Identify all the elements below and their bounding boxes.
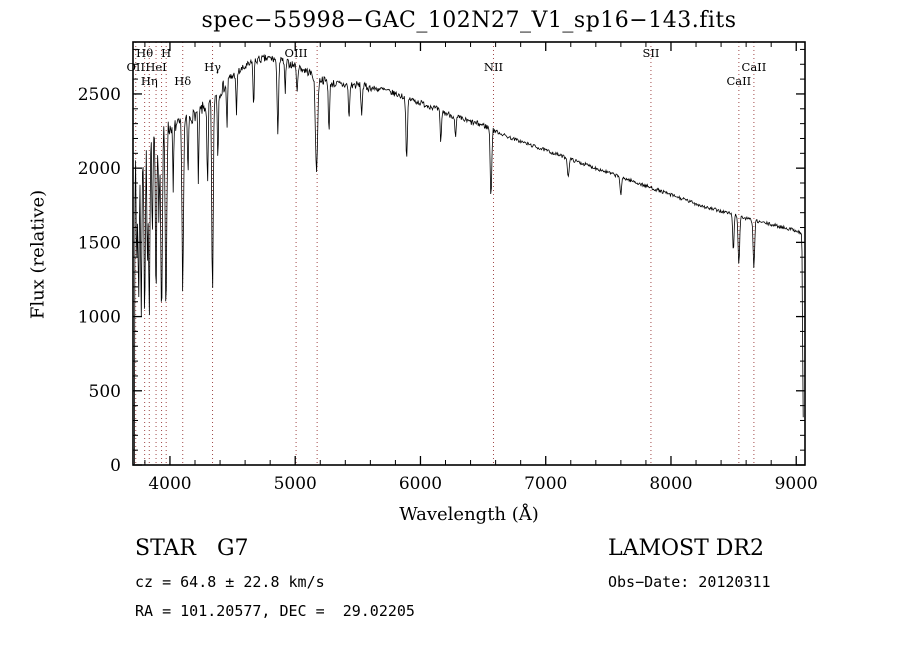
svg-text:Hδ: Hδ <box>174 74 191 88</box>
svg-text:2500: 2500 <box>78 85 121 105</box>
svg-text:9000: 9000 <box>775 474 818 494</box>
svg-text:Hθ: Hθ <box>136 46 153 60</box>
svg-text:0: 0 <box>110 456 121 476</box>
svg-text:CaII: CaII <box>726 74 751 88</box>
y-axis-label: Flux (relative) <box>27 189 49 320</box>
svg-text:7000: 7000 <box>524 474 567 494</box>
svg-text:6000: 6000 <box>399 474 442 494</box>
survey-label: LAMOST DR2 <box>608 536 764 561</box>
svg-text:5000: 5000 <box>274 474 317 494</box>
svg-text:1500: 1500 <box>78 233 121 253</box>
figure-title: spec−55998−GAC_102N27_V1_sp16−143.fits <box>201 8 737 33</box>
ra-dec-label: RA = 101.20577, DEC = 29.02205 <box>135 602 415 620</box>
svg-text:CaII: CaII <box>742 60 767 74</box>
svg-text:SII: SII <box>642 46 659 60</box>
spectrum-plot: 4000 5000 6000 7000 8000 9000 0 500 1000 1500 2000… <box>78 41 818 494</box>
obs-date-label: Obs−Date: 20120311 <box>608 573 771 591</box>
axes: 4000 5000 6000 7000 8000 9000 0 500 1000 1500 2000… <box>78 41 818 494</box>
svg-text:8000: 8000 <box>649 474 692 494</box>
svg-text:2000: 2000 <box>78 159 121 179</box>
object-class-label: STAR G7 <box>135 536 249 561</box>
x-axis-label: Wavelength (Å) <box>399 504 539 525</box>
svg-text:NII: NII <box>484 60 503 74</box>
line-markers <box>135 42 755 465</box>
svg-text:4000: 4000 <box>148 474 191 494</box>
svg-text:OIII: OIII <box>285 46 308 60</box>
cz-velocity-label: cz = 64.8 ± 22.8 km/s <box>135 573 325 591</box>
svg-text:Hγ: Hγ <box>204 60 221 74</box>
svg-text:Hη: Hη <box>141 74 158 88</box>
svg-text:HeI: HeI <box>145 60 166 74</box>
spectrum-line <box>133 53 804 465</box>
svg-text:H: H <box>161 46 171 60</box>
svg-text:1000: 1000 <box>78 308 121 328</box>
svg-text:500: 500 <box>89 382 121 402</box>
svg-text:OII: OII <box>126 60 145 74</box>
